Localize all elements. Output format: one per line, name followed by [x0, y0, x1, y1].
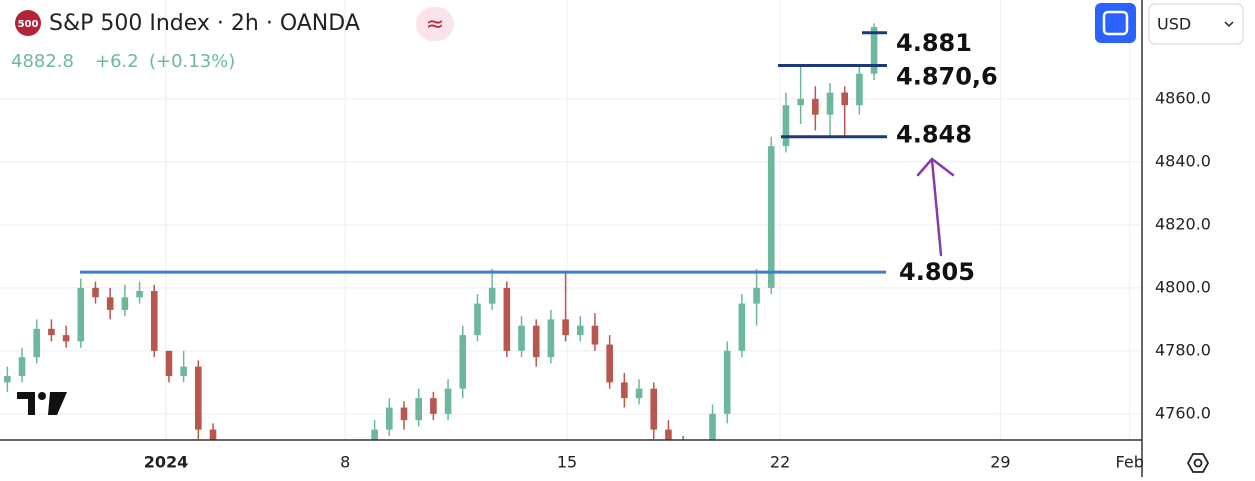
candle-body: [195, 367, 202, 430]
y-tick-label: 4840.0: [1155, 151, 1211, 170]
y-tick-label: 4860.0: [1155, 88, 1211, 107]
candle-body: [650, 389, 657, 430]
symbol-badge-text: 500: [18, 19, 39, 30]
candle-body: [415, 398, 422, 420]
price-change: +6.2: [95, 51, 139, 72]
indicator-icon: ≈: [426, 12, 444, 37]
y-tick-label: 4820.0: [1155, 214, 1211, 233]
candle-body: [856, 74, 863, 105]
candle-body: [122, 297, 129, 310]
level-label: 4.805: [899, 258, 975, 286]
y-tick-label: 4780.0: [1155, 340, 1211, 359]
candle-body: [753, 288, 760, 304]
x-tick-label: 22: [770, 453, 790, 472]
candle-body: [621, 382, 628, 398]
candle-body: [63, 335, 70, 341]
candle-body: [474, 304, 481, 335]
candle-body: [797, 99, 804, 105]
candle-body: [180, 367, 187, 376]
candle-body: [783, 105, 790, 146]
candle-body: [504, 288, 511, 351]
candle-body: [459, 335, 466, 389]
candle-body: [445, 389, 452, 414]
level-label: 4.881: [896, 29, 972, 57]
x-tick-label: 2024: [144, 453, 189, 472]
candle-body: [430, 398, 437, 414]
candle-body: [739, 304, 746, 351]
x-tick-label: Feb: [1116, 453, 1144, 472]
candle-body: [812, 99, 819, 115]
price-change-pct: (+0.13%): [149, 51, 235, 72]
candle-body: [724, 351, 731, 414]
candle-body: [562, 319, 569, 335]
candle-body: [48, 329, 55, 335]
candle-body: [33, 329, 40, 357]
candle-body: [401, 408, 408, 421]
symbol-title[interactable]: S&P 500 Index · 2h · OANDA: [49, 11, 360, 36]
candle-body: [19, 357, 26, 376]
candle-body: [533, 326, 540, 357]
candle-body: [386, 408, 393, 430]
candle-body: [77, 288, 84, 342]
candle-body: [577, 326, 584, 335]
candle-body: [606, 345, 613, 383]
fullscreen-button[interactable]: [1095, 3, 1136, 43]
candle-body: [4, 376, 11, 382]
last-price: 4882.8: [11, 51, 74, 72]
x-tick-label: 8: [340, 453, 350, 472]
y-tick-label: 4800.0: [1155, 277, 1211, 296]
x-tick-label: 15: [557, 453, 577, 472]
tv-logo-dot: [38, 392, 46, 400]
candle-body: [841, 93, 848, 106]
candle-body: [489, 288, 496, 304]
y-tick-label: 4760.0: [1155, 403, 1211, 422]
candle-body: [636, 389, 643, 398]
x-tick-label: 29: [990, 453, 1010, 472]
level-label: 4.848: [896, 121, 972, 149]
candle-body: [518, 326, 525, 351]
candle-body: [592, 326, 599, 345]
candle-body: [548, 319, 555, 357]
level-label: 4.870,6: [896, 63, 998, 91]
candle-body: [107, 297, 114, 310]
candle-body: [136, 291, 143, 297]
candle-body: [92, 288, 99, 297]
currency-text: USD: [1157, 15, 1191, 34]
candle-body: [827, 93, 834, 115]
candle-body: [768, 146, 775, 288]
candle-body: [166, 351, 173, 376]
candle-body: [151, 291, 158, 351]
